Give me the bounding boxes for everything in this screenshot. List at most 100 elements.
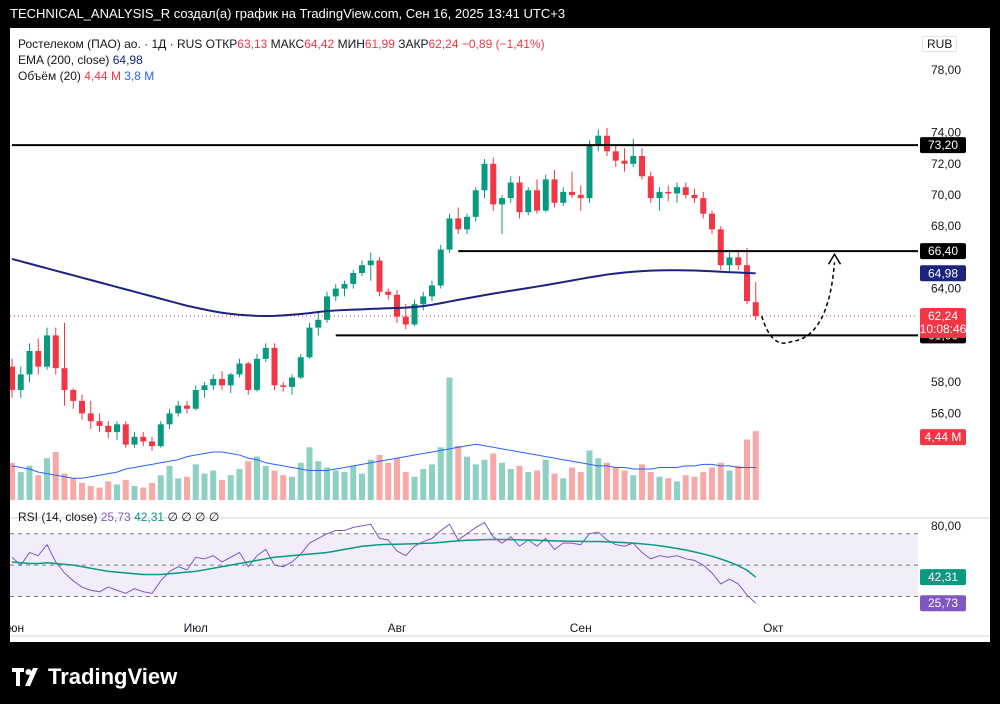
candle-body bbox=[717, 229, 724, 266]
candle-body bbox=[534, 190, 540, 211]
volume-bar bbox=[639, 464, 645, 500]
volume-bar bbox=[105, 481, 112, 500]
rsi-axis-label: 80,00 bbox=[931, 519, 961, 533]
candle-body bbox=[674, 187, 680, 194]
symbol-title[interactable]: Ростелеком (ПАО) ао. · 1Д · RUS bbox=[18, 37, 203, 51]
candle-body bbox=[341, 283, 348, 289]
candle-body bbox=[542, 179, 549, 211]
volume-bar bbox=[297, 462, 304, 500]
ema-legend-row[interactable]: EMA (200, close) 64,98 bbox=[18, 52, 545, 68]
candle-body bbox=[280, 385, 287, 387]
candle-body bbox=[52, 335, 59, 369]
candle-body bbox=[35, 351, 42, 367]
candle-body bbox=[26, 351, 33, 375]
volume-bar bbox=[87, 486, 94, 500]
rsi-ma-line bbox=[11, 538, 757, 578]
volume-bar bbox=[324, 467, 330, 500]
volume-bar bbox=[402, 472, 409, 500]
high-value: 64,42 bbox=[304, 37, 335, 51]
tradingview-logo-icon bbox=[12, 668, 38, 686]
candle-body bbox=[350, 273, 357, 284]
ema-price-badge bbox=[920, 265, 966, 282]
candle-body bbox=[201, 385, 208, 390]
volume-bar bbox=[201, 473, 208, 500]
projection-arrow bbox=[761, 262, 836, 344]
volume-bar bbox=[612, 467, 619, 500]
candle-body bbox=[639, 156, 645, 177]
volume-bar bbox=[166, 465, 173, 500]
volume-bar bbox=[35, 475, 42, 500]
volume-ma-line bbox=[11, 443, 756, 479]
candle-body bbox=[464, 216, 470, 230]
candle-body bbox=[385, 291, 392, 295]
candle-body bbox=[604, 135, 610, 152]
volume-bar bbox=[332, 470, 339, 500]
rsi-band-background bbox=[10, 533, 918, 597]
candlestick-chart[interactable]: 73,2066,4061,0078,0074,0072,0070,0068,00… bbox=[10, 28, 990, 642]
tradingview-logo[interactable]: TradingView bbox=[12, 664, 177, 690]
last-price-badge-label: 62,24 bbox=[928, 309, 958, 323]
volume-bar bbox=[411, 476, 418, 500]
candle-body bbox=[219, 379, 225, 386]
time-tick-label: Авг bbox=[388, 621, 407, 635]
volume-bar bbox=[481, 459, 488, 500]
last-price-badge bbox=[920, 308, 966, 339]
candle-body bbox=[402, 316, 409, 325]
volume-bar bbox=[542, 459, 549, 500]
volume-bar bbox=[717, 462, 724, 500]
volume-bar bbox=[236, 469, 243, 500]
candle-body bbox=[455, 218, 462, 230]
candle-body bbox=[96, 421, 103, 426]
candle-body bbox=[289, 377, 295, 387]
candle-body bbox=[192, 390, 199, 409]
rsi-legend[interactable]: RSI (14, close) 25,73 42,31 ∅ ∅ ∅ ∅ bbox=[18, 510, 219, 524]
candle-body bbox=[490, 163, 497, 205]
time-tick-label: Окт bbox=[763, 621, 784, 635]
footer-bar: TradingView bbox=[0, 642, 1000, 704]
candle-body bbox=[87, 413, 94, 422]
volume-bar bbox=[227, 475, 234, 500]
volume-bar bbox=[394, 458, 400, 500]
time-tick-label: Сен bbox=[570, 621, 592, 635]
ema-price-badge-label: 64,98 bbox=[928, 266, 958, 280]
currency-button[interactable]: RUB bbox=[922, 36, 958, 52]
candle-body bbox=[131, 436, 138, 445]
volume-legend-row[interactable]: Объём (20) 4,44 M 3,8 M bbox=[18, 68, 545, 84]
volume-bar bbox=[656, 476, 663, 500]
price-tick-label: 68,00 bbox=[931, 219, 961, 233]
volume-bar bbox=[560, 478, 567, 500]
candle-body bbox=[656, 191, 663, 199]
level-badge bbox=[920, 243, 966, 260]
volume-bar bbox=[245, 461, 252, 500]
volume-bar bbox=[630, 475, 637, 500]
candle-body bbox=[394, 294, 400, 317]
volume-ma-value: 3,8 M bbox=[124, 69, 155, 83]
volume-bar bbox=[175, 478, 182, 500]
volume-bar bbox=[691, 476, 698, 500]
rsi-label: RSI (14, close) bbox=[18, 510, 98, 524]
volume-bar bbox=[490, 453, 497, 500]
ema-value: 64,98 bbox=[112, 53, 143, 67]
candle-body bbox=[227, 374, 234, 386]
time-tick-label: Июл bbox=[184, 621, 208, 635]
candle-body bbox=[411, 304, 418, 325]
brand-name: TradingView bbox=[48, 664, 178, 689]
volume-bar bbox=[735, 465, 742, 500]
volume-bar bbox=[595, 458, 602, 500]
candle-body bbox=[560, 191, 567, 203]
volume-bar bbox=[140, 487, 147, 500]
candle-body bbox=[70, 390, 77, 401]
close-label: ЗАКР bbox=[398, 37, 429, 51]
candle-body bbox=[79, 400, 85, 414]
level-label: 66,40 bbox=[928, 244, 958, 258]
candle-body bbox=[647, 176, 654, 199]
candle-body bbox=[420, 296, 427, 305]
chart-panel[interactable]: 73,2066,4061,0078,0074,0072,0070,0068,00… bbox=[10, 28, 990, 642]
volume-bar bbox=[10, 462, 15, 500]
candle-body bbox=[630, 156, 637, 164]
volume-bar bbox=[420, 469, 427, 500]
candle-body bbox=[236, 363, 243, 375]
volume-bar bbox=[184, 476, 190, 500]
volume-bar bbox=[455, 445, 462, 500]
volume-bar bbox=[61, 473, 68, 500]
